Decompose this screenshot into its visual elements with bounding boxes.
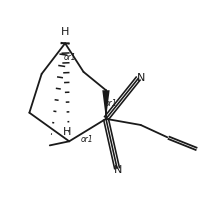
Text: or1: or1 (105, 98, 118, 107)
Polygon shape (102, 91, 110, 119)
Text: N: N (114, 164, 122, 174)
Text: or1: or1 (64, 53, 77, 62)
Text: or1: or1 (80, 134, 93, 143)
Text: H: H (63, 126, 71, 136)
Text: N: N (137, 73, 145, 82)
Text: H: H (61, 26, 69, 36)
